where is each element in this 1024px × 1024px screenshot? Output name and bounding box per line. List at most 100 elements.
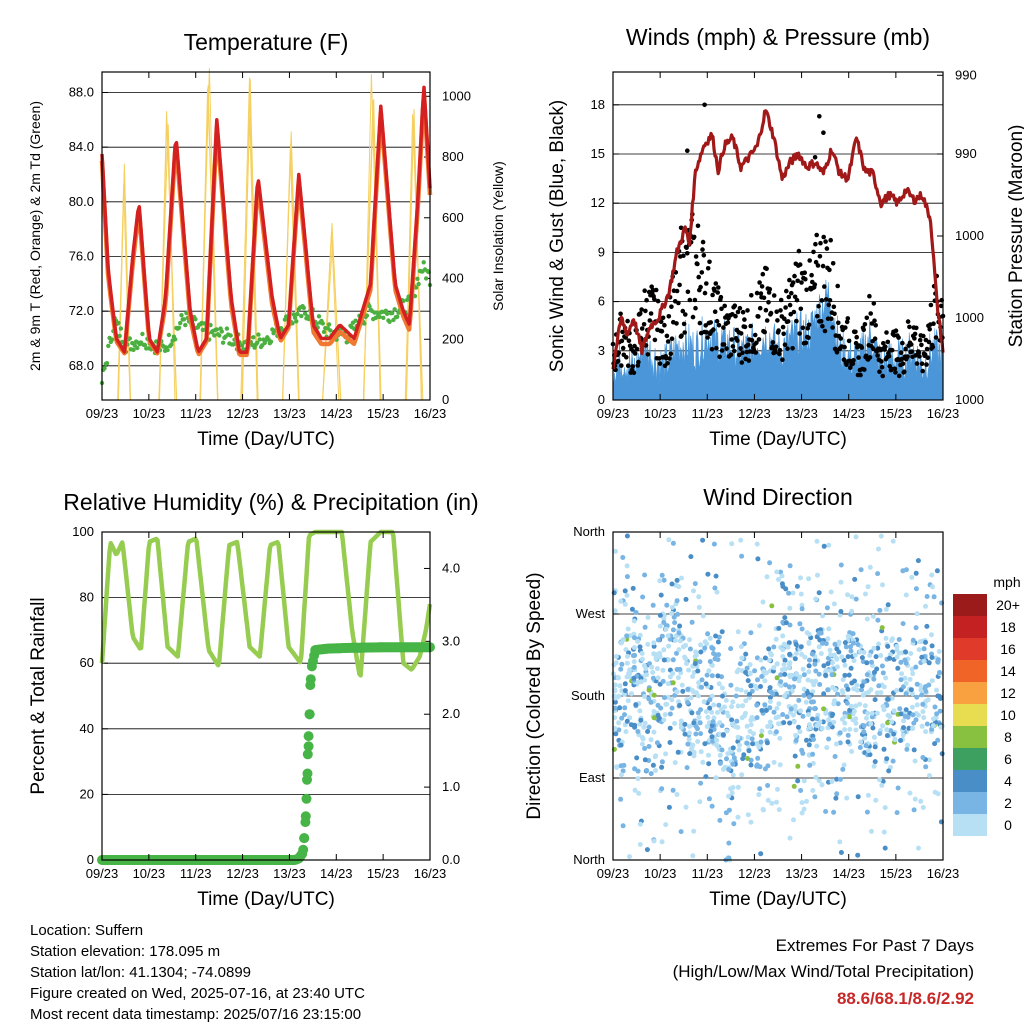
direction-point — [778, 672, 784, 678]
direction-point — [861, 723, 867, 729]
wind-y-tick-label: 15 — [591, 146, 605, 161]
direction-point — [857, 649, 863, 655]
direction-point — [697, 659, 703, 665]
direction-point — [698, 731, 704, 737]
temp-frame — [101, 71, 431, 401]
gust-point — [674, 321, 679, 326]
direction-point — [675, 749, 681, 755]
direction-point — [769, 800, 775, 806]
footer-latlon: Station lat/lon: 41.1304; -74.0899 — [30, 964, 252, 981]
direction-point — [744, 665, 750, 671]
direction-point — [830, 711, 836, 717]
direction-point — [924, 594, 930, 599]
gust-point — [791, 309, 797, 315]
wind-y-tick-label: 3 — [598, 343, 605, 358]
gust-point — [716, 322, 722, 328]
direction-point — [885, 643, 891, 649]
gust-point — [662, 322, 667, 328]
direction-point — [797, 729, 803, 735]
rh-x-tick-label: 14/23 — [320, 866, 353, 881]
dewpoint-point — [291, 312, 296, 317]
direction-point — [645, 729, 651, 734]
direction-point — [735, 703, 741, 709]
direction-point — [868, 687, 874, 693]
direction-point — [909, 704, 915, 710]
rh-x-axis-label: Time (Day/UTC) — [197, 889, 335, 910]
gust-point — [799, 280, 804, 285]
precip-point — [302, 749, 313, 760]
direction-point — [833, 795, 839, 801]
direction-point — [826, 717, 831, 723]
direction-point — [657, 654, 663, 660]
gust-point — [764, 266, 769, 272]
temp-x-tick-label: 13/23 — [273, 406, 306, 421]
gust-point — [817, 114, 822, 119]
gust-point — [685, 251, 690, 256]
direction-point — [672, 720, 678, 726]
dewpoint-point — [416, 281, 421, 287]
direction-point — [869, 659, 874, 665]
direction-point — [707, 705, 713, 711]
direction-point — [698, 649, 704, 655]
direction-point — [670, 680, 676, 686]
direction-point — [650, 762, 656, 768]
gust-point — [738, 331, 744, 336]
direction-point — [670, 627, 676, 633]
direction-point — [799, 800, 805, 806]
direction-point — [835, 701, 841, 707]
direction-point — [886, 768, 892, 774]
direction-point — [888, 728, 894, 734]
direction-point — [695, 668, 701, 674]
gust-point — [624, 355, 629, 360]
direction-point — [738, 687, 744, 693]
wind-speed-band — [612, 279, 944, 401]
direction-point — [792, 656, 798, 662]
direction-point — [684, 661, 689, 667]
temp-x-tick-label: 11/23 — [180, 406, 212, 421]
direction-point — [916, 647, 922, 653]
gust-point — [732, 303, 738, 309]
gust-point — [695, 223, 701, 229]
direction-point — [650, 675, 656, 681]
direction-point — [771, 665, 777, 671]
direction-point — [635, 638, 641, 644]
direction-point — [645, 641, 651, 647]
direction-point — [930, 716, 936, 722]
gust-point — [728, 352, 734, 358]
gust-point — [877, 369, 882, 375]
direction-point — [781, 720, 787, 726]
legend-swatch — [953, 638, 987, 660]
direction-point — [767, 699, 773, 705]
direction-point — [711, 715, 717, 721]
direction-point — [834, 776, 840, 782]
gust-point — [762, 329, 767, 335]
direction-point — [837, 730, 843, 736]
direction-point — [929, 678, 935, 684]
direction-point — [723, 810, 729, 816]
direction-point — [720, 693, 725, 699]
gust-point — [660, 315, 666, 321]
gust-point — [787, 277, 792, 283]
direction-point — [879, 782, 885, 788]
direction-point — [914, 681, 920, 687]
gust-point — [652, 337, 658, 343]
direction-point — [757, 623, 762, 629]
gust-point — [909, 342, 914, 347]
legend-label: 18 — [1000, 619, 1016, 635]
gust-point — [916, 350, 922, 355]
direction-point — [921, 646, 927, 652]
direction-point — [779, 573, 785, 579]
direction-point — [741, 752, 747, 758]
direction-point — [756, 744, 762, 750]
direction-point — [931, 594, 937, 600]
gust-point — [917, 354, 922, 359]
direction-point — [817, 719, 823, 725]
direction-point — [683, 656, 689, 662]
direction-point — [876, 683, 882, 689]
direction-point — [618, 742, 624, 748]
direction-point — [765, 763, 771, 769]
direction-point — [821, 663, 827, 669]
direction-point — [667, 674, 673, 680]
gust-point — [635, 363, 641, 368]
direction-point — [809, 651, 815, 657]
